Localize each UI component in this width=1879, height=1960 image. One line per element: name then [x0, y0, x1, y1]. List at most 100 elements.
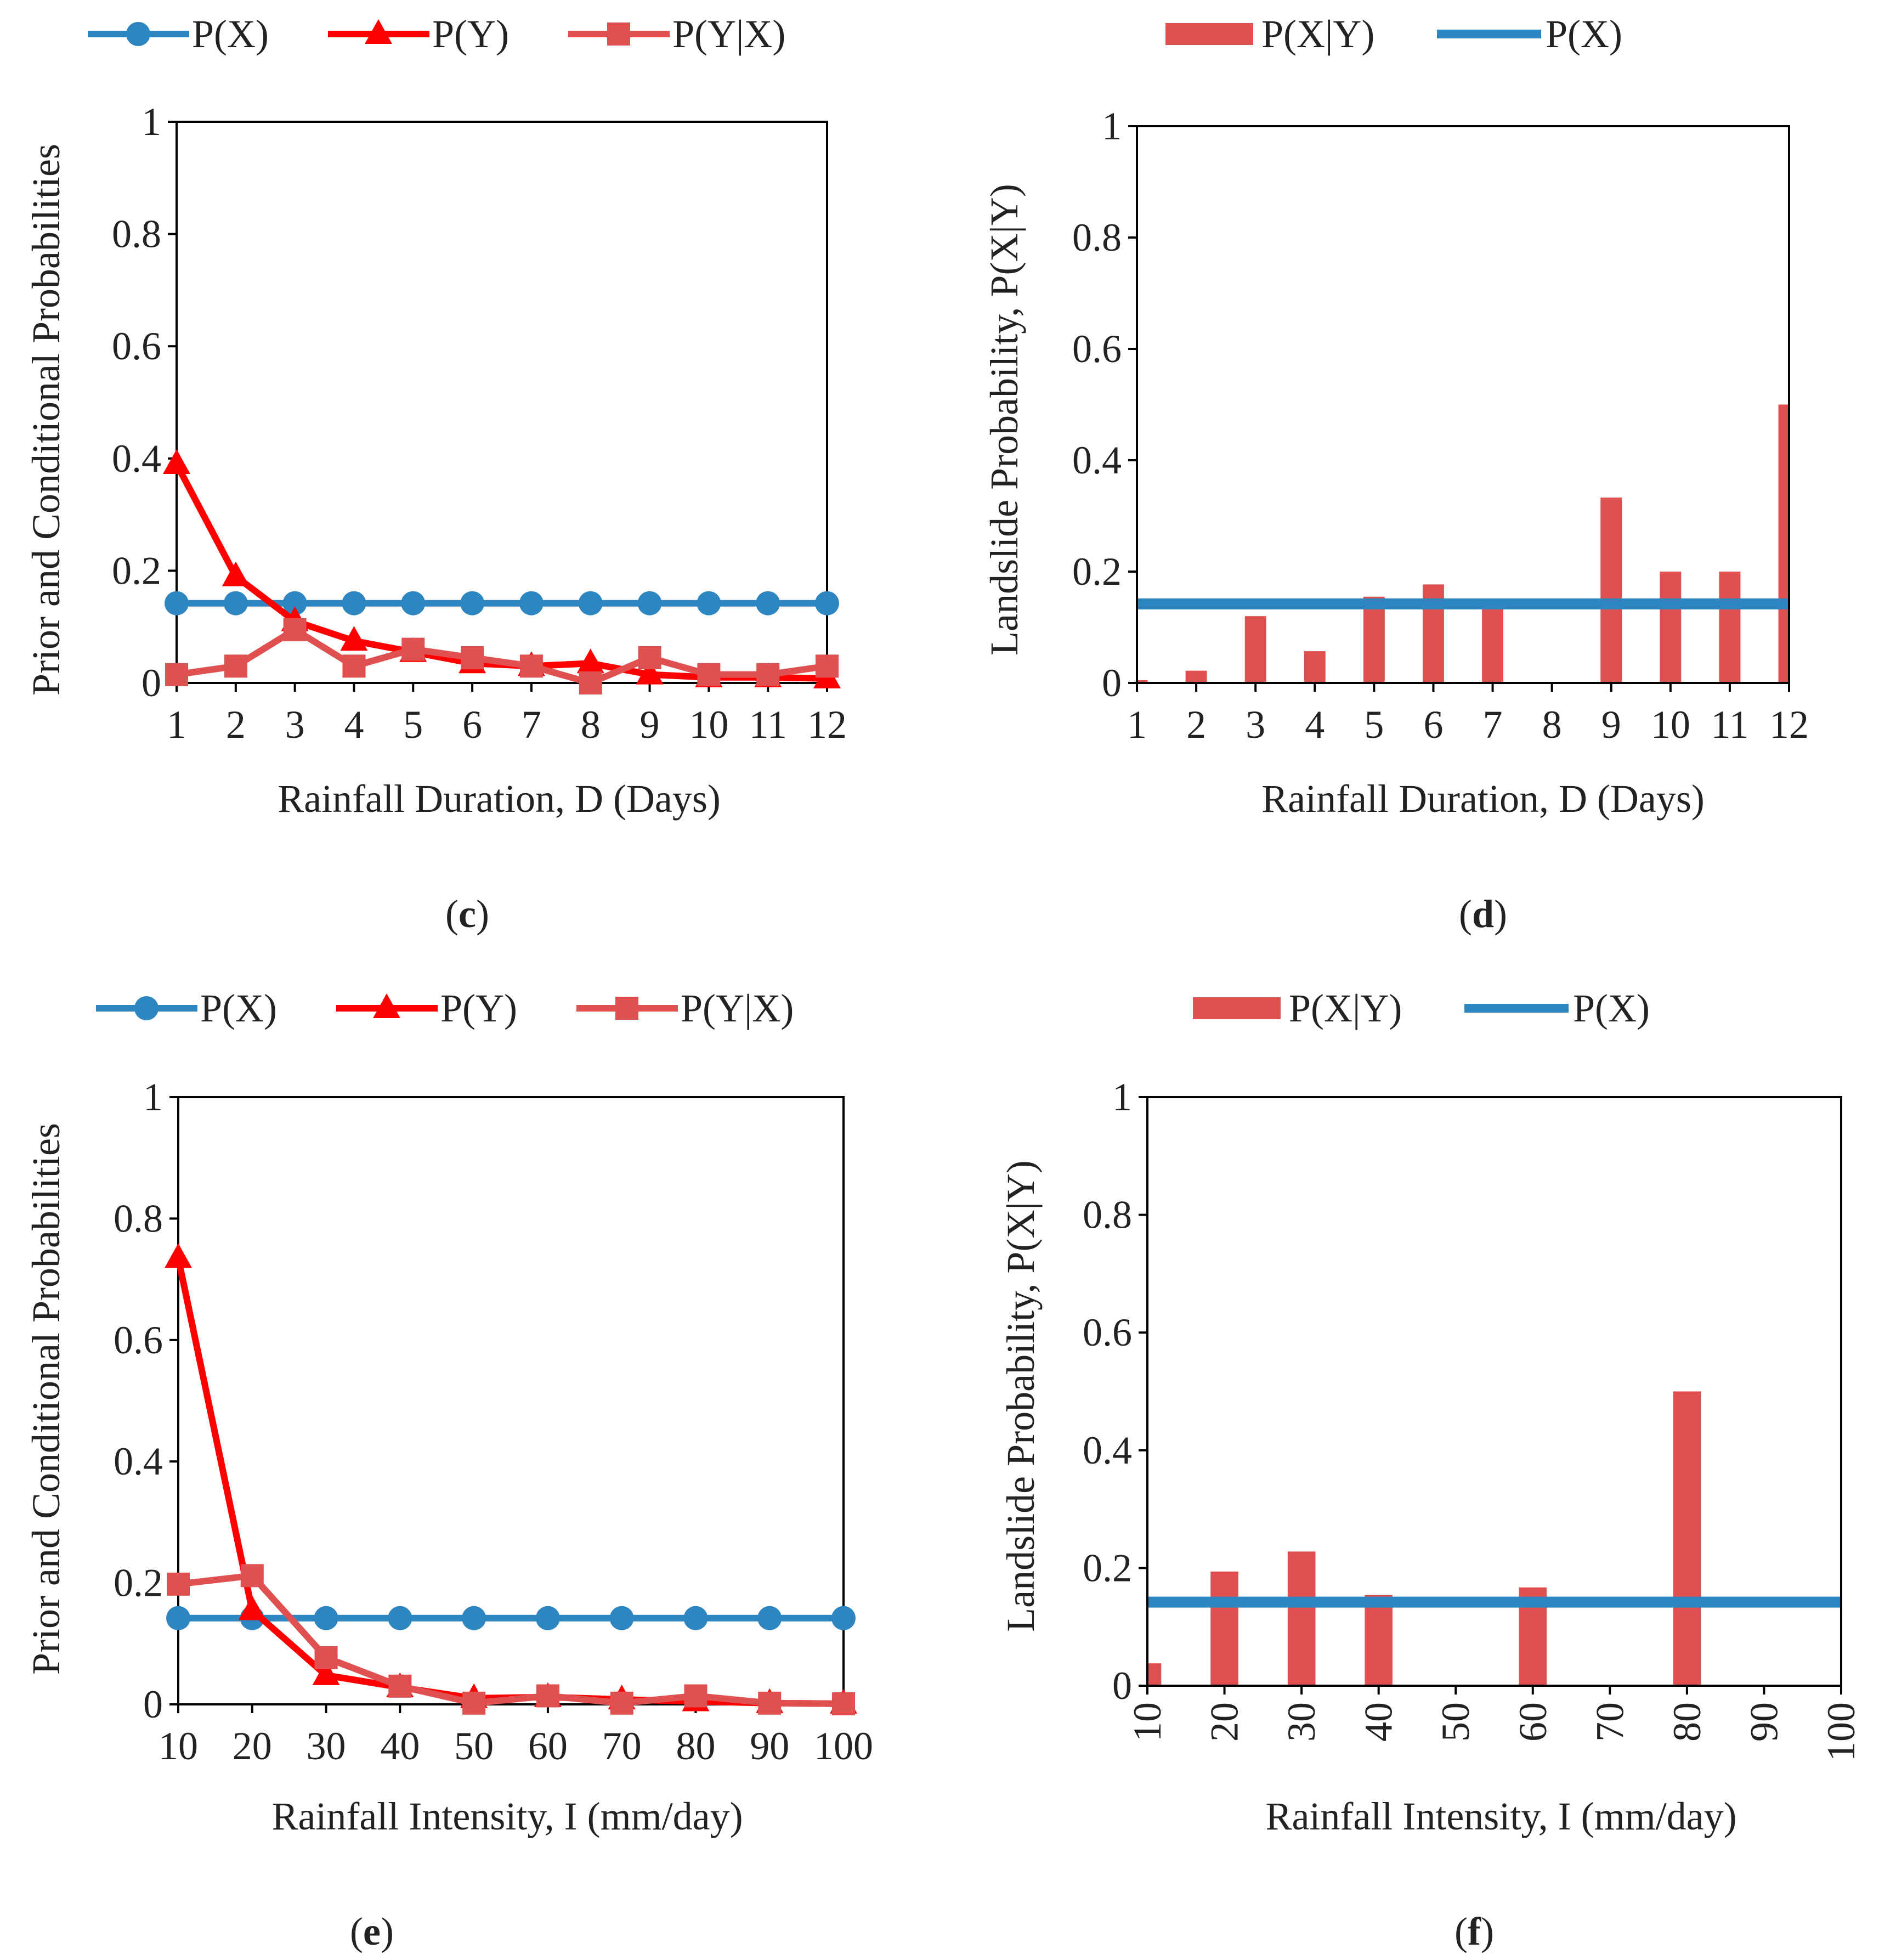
- x-tick-label-d: 10: [1651, 703, 1690, 747]
- x-tick-label-d: 5: [1364, 703, 1384, 747]
- chart-f: P(X|Y) P(X) 0 0.2 0.4 0.6 0.8 1 10 20 30 40 50 60 70 8…: [999, 986, 1863, 1953]
- panel-letter-d: d: [1472, 892, 1494, 936]
- data-point-c: [401, 591, 426, 615]
- x-tick-label-c: 8: [581, 703, 601, 747]
- x-tick-label-d: 4: [1305, 703, 1325, 747]
- x-tick-label-f: 30: [1280, 1702, 1323, 1742]
- y-tick-label-e: 0: [143, 1682, 163, 1726]
- panel-label-c: (c): [445, 892, 489, 936]
- x-tick-label-f: 80: [1665, 1702, 1709, 1742]
- y-tick-label-c: 0.4: [112, 437, 161, 481]
- x-tick-label-c: 9: [640, 703, 660, 747]
- x-tick-label-e: 50: [454, 1724, 494, 1768]
- data-point-e: [609, 1606, 634, 1630]
- x-tick-label-f: 10: [1125, 1702, 1169, 1742]
- y-tick-label-c: 1: [142, 100, 161, 144]
- x-tick-label-c: 10: [689, 703, 728, 747]
- data-point-e: [388, 1606, 412, 1630]
- x-tick-label-c: 3: [285, 703, 305, 747]
- y-tick-label-c: 0: [142, 661, 161, 705]
- data-point-e: [536, 1684, 559, 1708]
- data-point-e: [684, 1684, 708, 1708]
- y-axis-label-f: Landslide Probability, P(X|Y): [999, 1160, 1043, 1632]
- y-tick-label-e: 0.2: [114, 1561, 163, 1605]
- x-tick-label-f: 40: [1357, 1702, 1401, 1742]
- y-tick-label-d: 0.4: [1072, 438, 1122, 482]
- x-tick-label-e: 70: [602, 1724, 642, 1768]
- data-point-c: [223, 591, 248, 615]
- x-tick-label-c: 12: [807, 703, 847, 747]
- y-axis-label-d: Landslide Probability, P(X|Y): [982, 184, 1026, 656]
- panel-letter-c: c: [459, 892, 476, 936]
- data-point-c: [638, 646, 661, 669]
- bar-d: [1137, 680, 1148, 683]
- x-tick-label-e: 10: [159, 1724, 198, 1768]
- legend-label-d: P(X|Y): [1261, 12, 1374, 56]
- data-point-c: [222, 561, 250, 586]
- data-point-c: [342, 654, 366, 678]
- panel-label-e: (e): [350, 1910, 394, 1953]
- data-point-c: [342, 591, 366, 615]
- bar-d: [1719, 572, 1741, 683]
- chart-d: P(X|Y) P(X) 00.20.40.60.811 2 3 4 5 6 7 8 9 10 11 12…: [982, 12, 1809, 936]
- data-point-c: [401, 637, 425, 661]
- x-tick-label-c: 5: [403, 703, 423, 747]
- data-point-c: [579, 671, 602, 694]
- x-tick-label-c: 4: [344, 703, 364, 747]
- data-point-c: [163, 449, 190, 475]
- data-point-c: [461, 646, 484, 669]
- x-tick-label-d: 3: [1246, 703, 1265, 747]
- y-tick-label-f: 0.6: [1083, 1311, 1132, 1354]
- data-point-e: [683, 1606, 708, 1630]
- legend-label-e: P(X): [200, 986, 277, 1030]
- data-point-e: [757, 1606, 782, 1630]
- x-tick-label-f: 100: [1819, 1702, 1863, 1761]
- data-point-c: [519, 654, 543, 678]
- x-tick-label-e: 80: [676, 1724, 715, 1768]
- data-point-e: [314, 1606, 338, 1630]
- y-tick-label-f: 1: [1112, 1075, 1132, 1119]
- y-tick-label-f: 0.2: [1083, 1546, 1132, 1590]
- data-point-e: [462, 1691, 486, 1715]
- data-point-e: [610, 1691, 633, 1715]
- y-tick-label-f: 0.8: [1083, 1193, 1132, 1237]
- legend-label-c: P(X): [192, 12, 269, 56]
- data-point-e: [167, 1572, 190, 1596]
- bar-d: [1660, 572, 1682, 683]
- series-line-e: [178, 1572, 844, 1707]
- legend-marker-c: [126, 22, 150, 46]
- plot-area-d: 00.20.40.60.811 2 3 4 5 6 7 8 9 10 11 12: [1072, 104, 1809, 747]
- x-tick-label-c: 1: [167, 703, 186, 747]
- x-tick-label-e: 60: [528, 1724, 568, 1768]
- y-tick-label-d: 0.2: [1072, 550, 1122, 594]
- x-tick-label-c: 11: [749, 703, 787, 747]
- y-tick-label-d: 0: [1102, 661, 1122, 705]
- y-tick-label-d: 1: [1102, 104, 1122, 148]
- legend-label-e: P(Y|X): [681, 986, 794, 1030]
- data-point-c: [756, 663, 780, 686]
- data-point-e: [831, 1606, 856, 1630]
- data-point-c: [165, 591, 189, 615]
- legend-swatch-f: [1193, 997, 1281, 1019]
- bar-d: [1778, 404, 1789, 683]
- y-tick-label-c: 0.6: [112, 324, 161, 368]
- data-point-e: [758, 1691, 782, 1715]
- data-point-e: [462, 1606, 486, 1630]
- y-tick-label-e: 0.8: [114, 1196, 163, 1240]
- plot-frame-f: [1146, 1096, 1842, 1687]
- data-point-c: [576, 648, 604, 674]
- legend-label-d: P(X): [1546, 12, 1622, 56]
- bar-d: [1244, 616, 1266, 683]
- x-tick-label-e: 100: [814, 1724, 873, 1768]
- y-axis-label-c: Prior and Conditional Probabilities: [24, 144, 68, 696]
- x-tick-label-f: 20: [1203, 1702, 1247, 1742]
- data-point-c: [637, 591, 662, 615]
- bar-d: [1600, 498, 1622, 683]
- series-line-c: [176, 626, 828, 686]
- y-tick-label-d: 0.6: [1072, 327, 1122, 371]
- data-point-c: [224, 654, 247, 678]
- legend-swatch-d: [1165, 23, 1253, 45]
- data-point-c: [283, 618, 307, 641]
- legend-f: P(X|Y) P(X): [1193, 986, 1650, 1030]
- chart-e: P(X) P(Y) P(Y|X) 0 0.2 0.4 0.6 0.8 1 10 20 30 40 50 6…: [24, 986, 873, 1953]
